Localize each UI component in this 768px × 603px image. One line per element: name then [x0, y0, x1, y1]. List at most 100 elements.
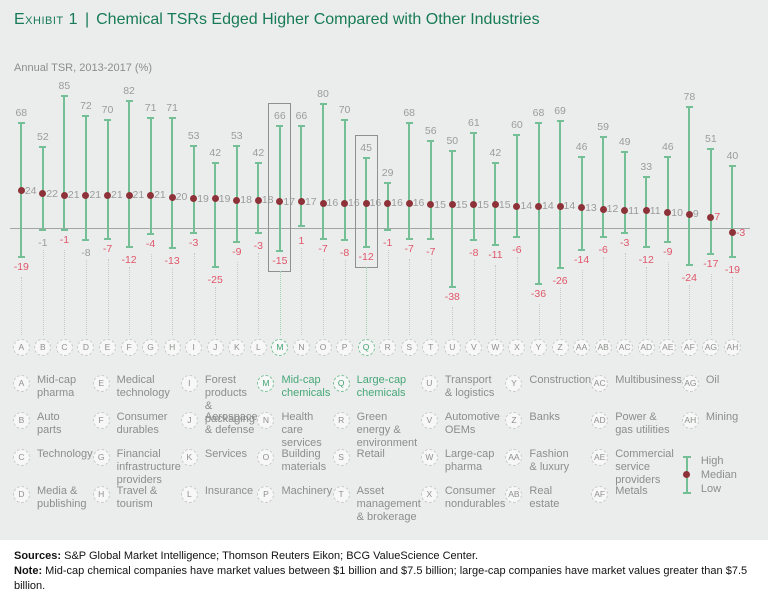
median-dot-AD: [642, 207, 650, 215]
column-dotted-line-S: [409, 258, 411, 335]
median-value-label-V: 15: [477, 198, 490, 211]
median-dot-H: [168, 193, 176, 201]
axis-letter-AC: AC: [616, 339, 634, 356]
legend-chip-T: T: [332, 486, 350, 503]
median-value-label-Q: 16: [369, 197, 382, 210]
sources-line: Sources: S&P Global Market Intelligence;…: [14, 549, 752, 564]
axis-letter-J: J: [206, 339, 224, 356]
low-cap-E: [104, 237, 111, 240]
legend-label-P: Machinery: [281, 485, 333, 497]
axis-letter-G: G: [142, 339, 160, 356]
title-separator: |: [84, 11, 90, 28]
high-cap-S: [405, 121, 413, 124]
median-dot-C: [60, 191, 68, 199]
median-value-label-AF: 9: [692, 208, 699, 221]
note-line: Note: Mid-cap chemical companies have ma…: [14, 564, 752, 594]
range-line-AC: [623, 152, 626, 233]
high-value-label-AH: 40: [726, 150, 739, 162]
legend-chip-AH: AH: [681, 412, 699, 429]
low-cap-A: [17, 256, 25, 259]
column-dotted-line-X: [516, 257, 518, 335]
range-line-N: [300, 125, 303, 227]
range-line-AE: [666, 156, 669, 242]
high-cap-O: [319, 103, 327, 105]
legend-item-F: F Consumer durables: [92, 411, 181, 448]
legend-label-AG: Oil: [705, 374, 720, 386]
legend-chip-C: C: [13, 449, 30, 466]
high-cap-AA: [578, 155, 586, 158]
low-cap-P: [341, 239, 349, 242]
high-value-label-U: 50: [446, 134, 459, 147]
high-cap-W: [491, 161, 499, 164]
legend-chip-P: P: [257, 486, 275, 503]
axis-letter-L: L: [249, 339, 267, 356]
column-dotted-line-G: [150, 254, 152, 335]
axis-letter-AG: AG: [702, 339, 720, 356]
tsr-range-chart: 68 24 -19 A 52 22 -1 B 85 21 -1 C 72 21 -8 D 70 21 -7 E 82 21…: [0, 80, 768, 375]
high-value-label-A: 68: [15, 106, 28, 119]
legend-item-E: E Medical technology: [92, 374, 181, 411]
low-value-label-L: -3: [253, 239, 264, 252]
range-line-AG: [709, 148, 712, 255]
axis-letter-T: T: [422, 339, 440, 356]
axis-letter-F: F: [120, 339, 138, 356]
low-value-label-C: -1: [59, 233, 70, 246]
low-value-label-Q: -12: [358, 250, 374, 263]
median-value-label-AC: 11: [628, 204, 640, 217]
low-cap-C: [60, 228, 68, 231]
low-value-label-Y: -36: [530, 287, 547, 300]
column-dotted-line-J: [215, 286, 217, 335]
low-cap-X: [513, 236, 521, 239]
key-median-dot: [683, 471, 691, 478]
high-cap-AB: [599, 135, 607, 138]
column-dotted-line-O: [323, 258, 324, 335]
legend-label-R: Green energy & environment: [356, 411, 418, 449]
range-line-U: [451, 150, 454, 287]
legend-chip-Y: Y: [505, 375, 523, 392]
high-value-label-AD: 33: [640, 160, 653, 173]
range-line-G: [149, 117, 152, 235]
legend-item-AC: AC Multibusiness: [591, 374, 682, 411]
high-value-label-H: 71: [166, 101, 178, 114]
low-value-label-Z: -26: [552, 275, 568, 288]
axis-letter-O: O: [314, 339, 332, 356]
high-cap-K: [233, 144, 241, 147]
column-dotted-line-AD: [646, 266, 648, 335]
low-value-label-P: -8: [339, 247, 350, 260]
range-line-I: [192, 145, 195, 233]
legend-chip-Z: Z: [505, 412, 523, 429]
high-cap-Y: [535, 121, 542, 124]
median-dot-AH: [728, 229, 736, 237]
high-cap-L: [254, 161, 262, 164]
high-value-label-AG: 51: [705, 132, 717, 145]
legend-chip-AA: AA: [505, 449, 523, 466]
low-cap-R: [384, 228, 392, 231]
median-dot-Z: [556, 202, 564, 210]
legend-item-V: V Automotive OEMs: [420, 411, 506, 448]
low-value-label-O: -7: [318, 242, 328, 255]
axis-letter-P: P: [336, 339, 354, 356]
high-value-label-K: 53: [230, 129, 243, 142]
high-cap-AH: [728, 165, 736, 167]
axis-letter-C: C: [55, 339, 73, 356]
legend-chip-AC: AC: [591, 375, 609, 392]
key-median-label: Median: [700, 469, 737, 481]
low-cap-V: [470, 239, 478, 242]
legend-chip-AD: AD: [591, 412, 609, 429]
column-dotted-line-I: [193, 252, 195, 335]
median-value-label-X: 14: [520, 200, 533, 213]
legend-chip-AF: AF: [591, 486, 609, 503]
legend-chip-U: U: [420, 375, 438, 392]
chart-key: High Median Low: [682, 454, 757, 496]
low-cap-U: [448, 285, 456, 288]
legend-chip-I: I: [180, 375, 198, 392]
legend-label-O: Building materials: [281, 448, 327, 473]
legend-column: AC Multibusiness AD Power & gas utilities AE…: [591, 374, 682, 522]
low-value-label-F: -12: [121, 253, 137, 266]
legend-item-W: W Large-cap pharma: [420, 448, 506, 485]
low-value-label-AF: -24: [681, 272, 697, 285]
high-cap-G: [147, 116, 155, 119]
legend-label-AC: Multibusiness: [615, 374, 682, 386]
key-high-cap: [682, 456, 691, 458]
median-dot-L: [254, 196, 262, 204]
